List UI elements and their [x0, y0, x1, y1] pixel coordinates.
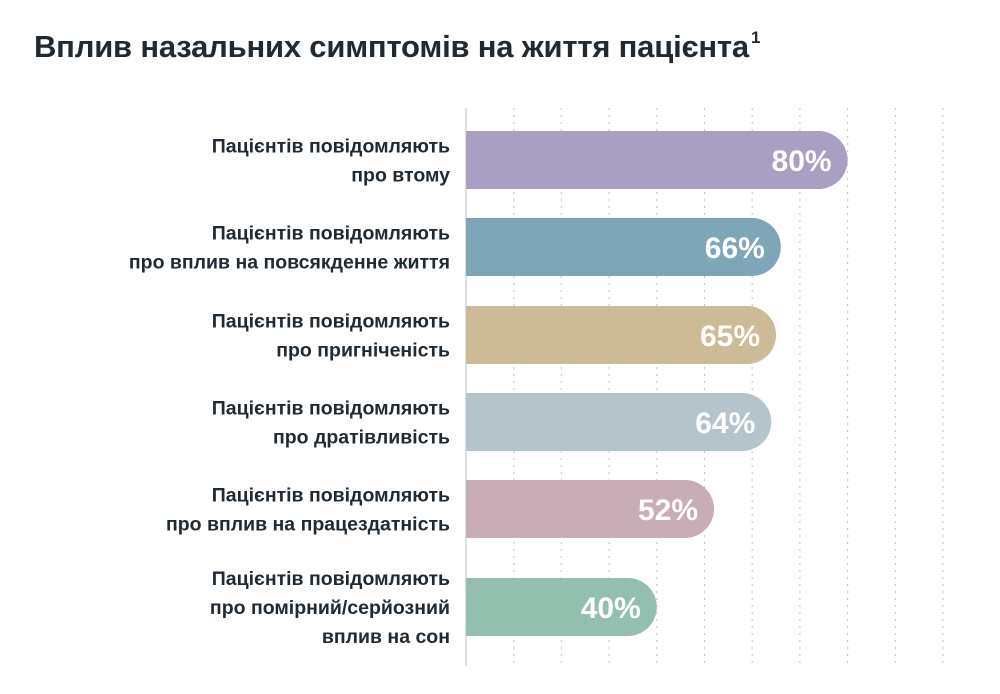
- category-label-line: про вплив на повсякденне життя: [129, 252, 450, 274]
- category-label: Пацієнтів повідомляють про вплив на повся…: [129, 223, 450, 274]
- category-label-line: Пацієнтів повідомляють: [212, 223, 450, 245]
- bar: [466, 218, 781, 276]
- category-label-line: про помірний/серйозний: [210, 597, 450, 619]
- category-label-line: Пацієнтів повідомляють: [212, 311, 450, 333]
- category-label-line: про дратівливість: [273, 427, 450, 449]
- category-label-line: Пацієнтів повідомляють: [212, 485, 450, 507]
- category-label: Пацієнтів повідомляють про помірний/серйо…: [210, 568, 450, 648]
- bar-value-label: 65%: [700, 320, 760, 353]
- title-footnote: 1: [750, 28, 761, 47]
- bar-value-label: 40%: [581, 592, 641, 625]
- chart-title-text: Вплив назальних симптомів на життя паціє…: [34, 29, 749, 64]
- bar-value-label: 80%: [772, 145, 832, 178]
- bar-value-label: 66%: [705, 232, 765, 265]
- category-label: Пацієнтів повідомляють про пригніченість: [212, 311, 450, 362]
- category-label-line: про втому: [351, 165, 450, 187]
- category-label-line: про вплив на працездатність: [166, 514, 450, 536]
- bar: [466, 480, 715, 538]
- bar: [466, 131, 848, 189]
- bar-value-label: 64%: [695, 407, 755, 440]
- chart-title: Вплив назальних симптомів на життя паціє…: [34, 28, 760, 65]
- category-label-line: Пацієнтів повідомляють: [212, 136, 450, 158]
- category-label: Пацієнтів повідомляють про дратівливість: [212, 398, 450, 449]
- bar: [466, 578, 657, 636]
- bar-value-label: 52%: [638, 494, 698, 527]
- category-label-line: Пацієнтів повідомляють: [212, 398, 450, 420]
- category-label: Пацієнтів повідомляють про втому: [212, 136, 450, 187]
- category-label-line: Пацієнтів повідомляють: [212, 568, 450, 590]
- category-label: Пацієнтів повідомляють про вплив на праце…: [166, 485, 450, 536]
- category-label-line: вплив на сон: [322, 626, 450, 648]
- bar: [466, 306, 777, 364]
- bar: [466, 393, 772, 451]
- category-label-line: про пригніченість: [276, 340, 450, 362]
